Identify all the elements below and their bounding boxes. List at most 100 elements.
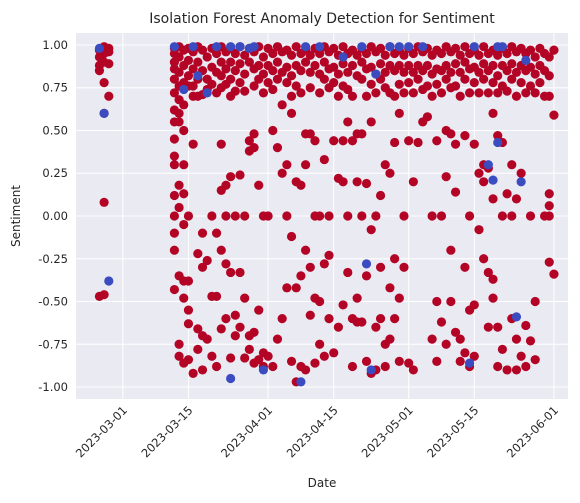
- normal-point: [286, 50, 297, 60]
- normal-point: [488, 60, 498, 71]
- normal-point: [507, 211, 517, 221]
- normal-point: [394, 293, 404, 303]
- normal-point: [286, 356, 297, 366]
- anomaly-point: [361, 259, 372, 269]
- normal-point: [230, 211, 240, 221]
- normal-point: [493, 88, 503, 98]
- normal-point: [404, 77, 414, 88]
- normal-point: [399, 50, 409, 60]
- normal-point: [221, 211, 231, 221]
- normal-point: [483, 88, 493, 98]
- normal-point: [357, 57, 367, 67]
- normal-point: [469, 300, 479, 310]
- normal-point: [455, 67, 465, 77]
- normal-point: [193, 344, 203, 355]
- normal-point: [352, 293, 362, 303]
- anomaly-point: [258, 365, 269, 375]
- normal-point: [230, 48, 240, 59]
- normal-point: [291, 42, 301, 52]
- normal-point: [169, 190, 179, 201]
- normal-point: [244, 136, 254, 146]
- normal-point: [357, 74, 367, 84]
- normal-point: [183, 319, 194, 329]
- x-tick-label: 2023-04-15: [284, 403, 341, 460]
- normal-point: [493, 131, 503, 141]
- normal-point: [282, 62, 292, 72]
- anomaly-point: [188, 42, 198, 52]
- normal-point: [366, 225, 376, 235]
- normal-point: [301, 245, 311, 255]
- normal-point: [497, 344, 507, 355]
- normal-point: [240, 211, 250, 221]
- normal-point: [427, 91, 437, 101]
- normal-point: [404, 60, 414, 71]
- normal-point: [357, 317, 367, 327]
- normal-point: [310, 60, 320, 71]
- normal-point: [521, 361, 531, 372]
- anomaly-point: [296, 377, 306, 387]
- normal-point: [469, 77, 479, 88]
- normal-point: [507, 74, 517, 84]
- normal-point: [343, 117, 353, 127]
- normal-point: [211, 228, 222, 238]
- normal-point: [375, 43, 386, 53]
- normal-point: [488, 77, 498, 88]
- normal-point: [244, 57, 254, 67]
- normal-point: [226, 353, 236, 363]
- normal-point: [174, 180, 184, 190]
- normal-point: [282, 160, 292, 170]
- normal-point: [390, 254, 400, 264]
- normal-point: [315, 339, 325, 349]
- y-tick-label: 0.00: [42, 209, 68, 223]
- normal-point: [343, 84, 353, 95]
- anomaly-point: [211, 42, 222, 52]
- normal-point: [310, 136, 320, 146]
- normal-point: [296, 66, 306, 76]
- normal-point: [235, 77, 245, 88]
- normal-point: [315, 296, 325, 307]
- normal-point: [301, 160, 311, 170]
- normal-point: [394, 356, 404, 366]
- normal-point: [193, 57, 203, 67]
- normal-point: [226, 172, 236, 182]
- normal-point: [413, 74, 423, 84]
- normal-point: [413, 137, 423, 148]
- normal-point: [305, 310, 315, 320]
- normal-point: [422, 81, 433, 91]
- normal-point: [460, 262, 470, 272]
- normal-point: [329, 62, 339, 72]
- normal-point: [361, 178, 372, 189]
- normal-point: [301, 57, 311, 67]
- normal-point: [179, 100, 189, 110]
- normal-point: [272, 57, 283, 67]
- normal-point: [479, 59, 489, 69]
- normal-point: [432, 136, 442, 146]
- normal-point: [521, 320, 531, 331]
- normal-point: [282, 77, 292, 88]
- normal-point: [310, 358, 320, 368]
- normal-point: [361, 48, 372, 59]
- normal-point: [263, 351, 273, 361]
- normal-point: [174, 351, 184, 361]
- x-tick-label: 2023-05-01: [359, 403, 416, 460]
- normal-point: [450, 327, 461, 337]
- normal-point: [254, 180, 264, 190]
- normal-point: [502, 365, 512, 375]
- normal-point: [474, 88, 484, 98]
- anomaly-point: [179, 84, 189, 95]
- normal-point: [530, 355, 540, 365]
- normal-point: [347, 136, 358, 146]
- anomaly-point: [249, 42, 259, 52]
- anomaly-point: [99, 108, 109, 118]
- normal-point: [216, 245, 226, 255]
- normal-point: [507, 160, 517, 170]
- normal-point: [399, 88, 409, 98]
- normal-point: [193, 249, 203, 259]
- anomaly-point: [315, 42, 325, 52]
- normal-point: [169, 88, 179, 98]
- normal-point: [446, 129, 456, 139]
- normal-point: [408, 177, 418, 187]
- normal-point: [221, 64, 231, 74]
- normal-point: [319, 259, 329, 269]
